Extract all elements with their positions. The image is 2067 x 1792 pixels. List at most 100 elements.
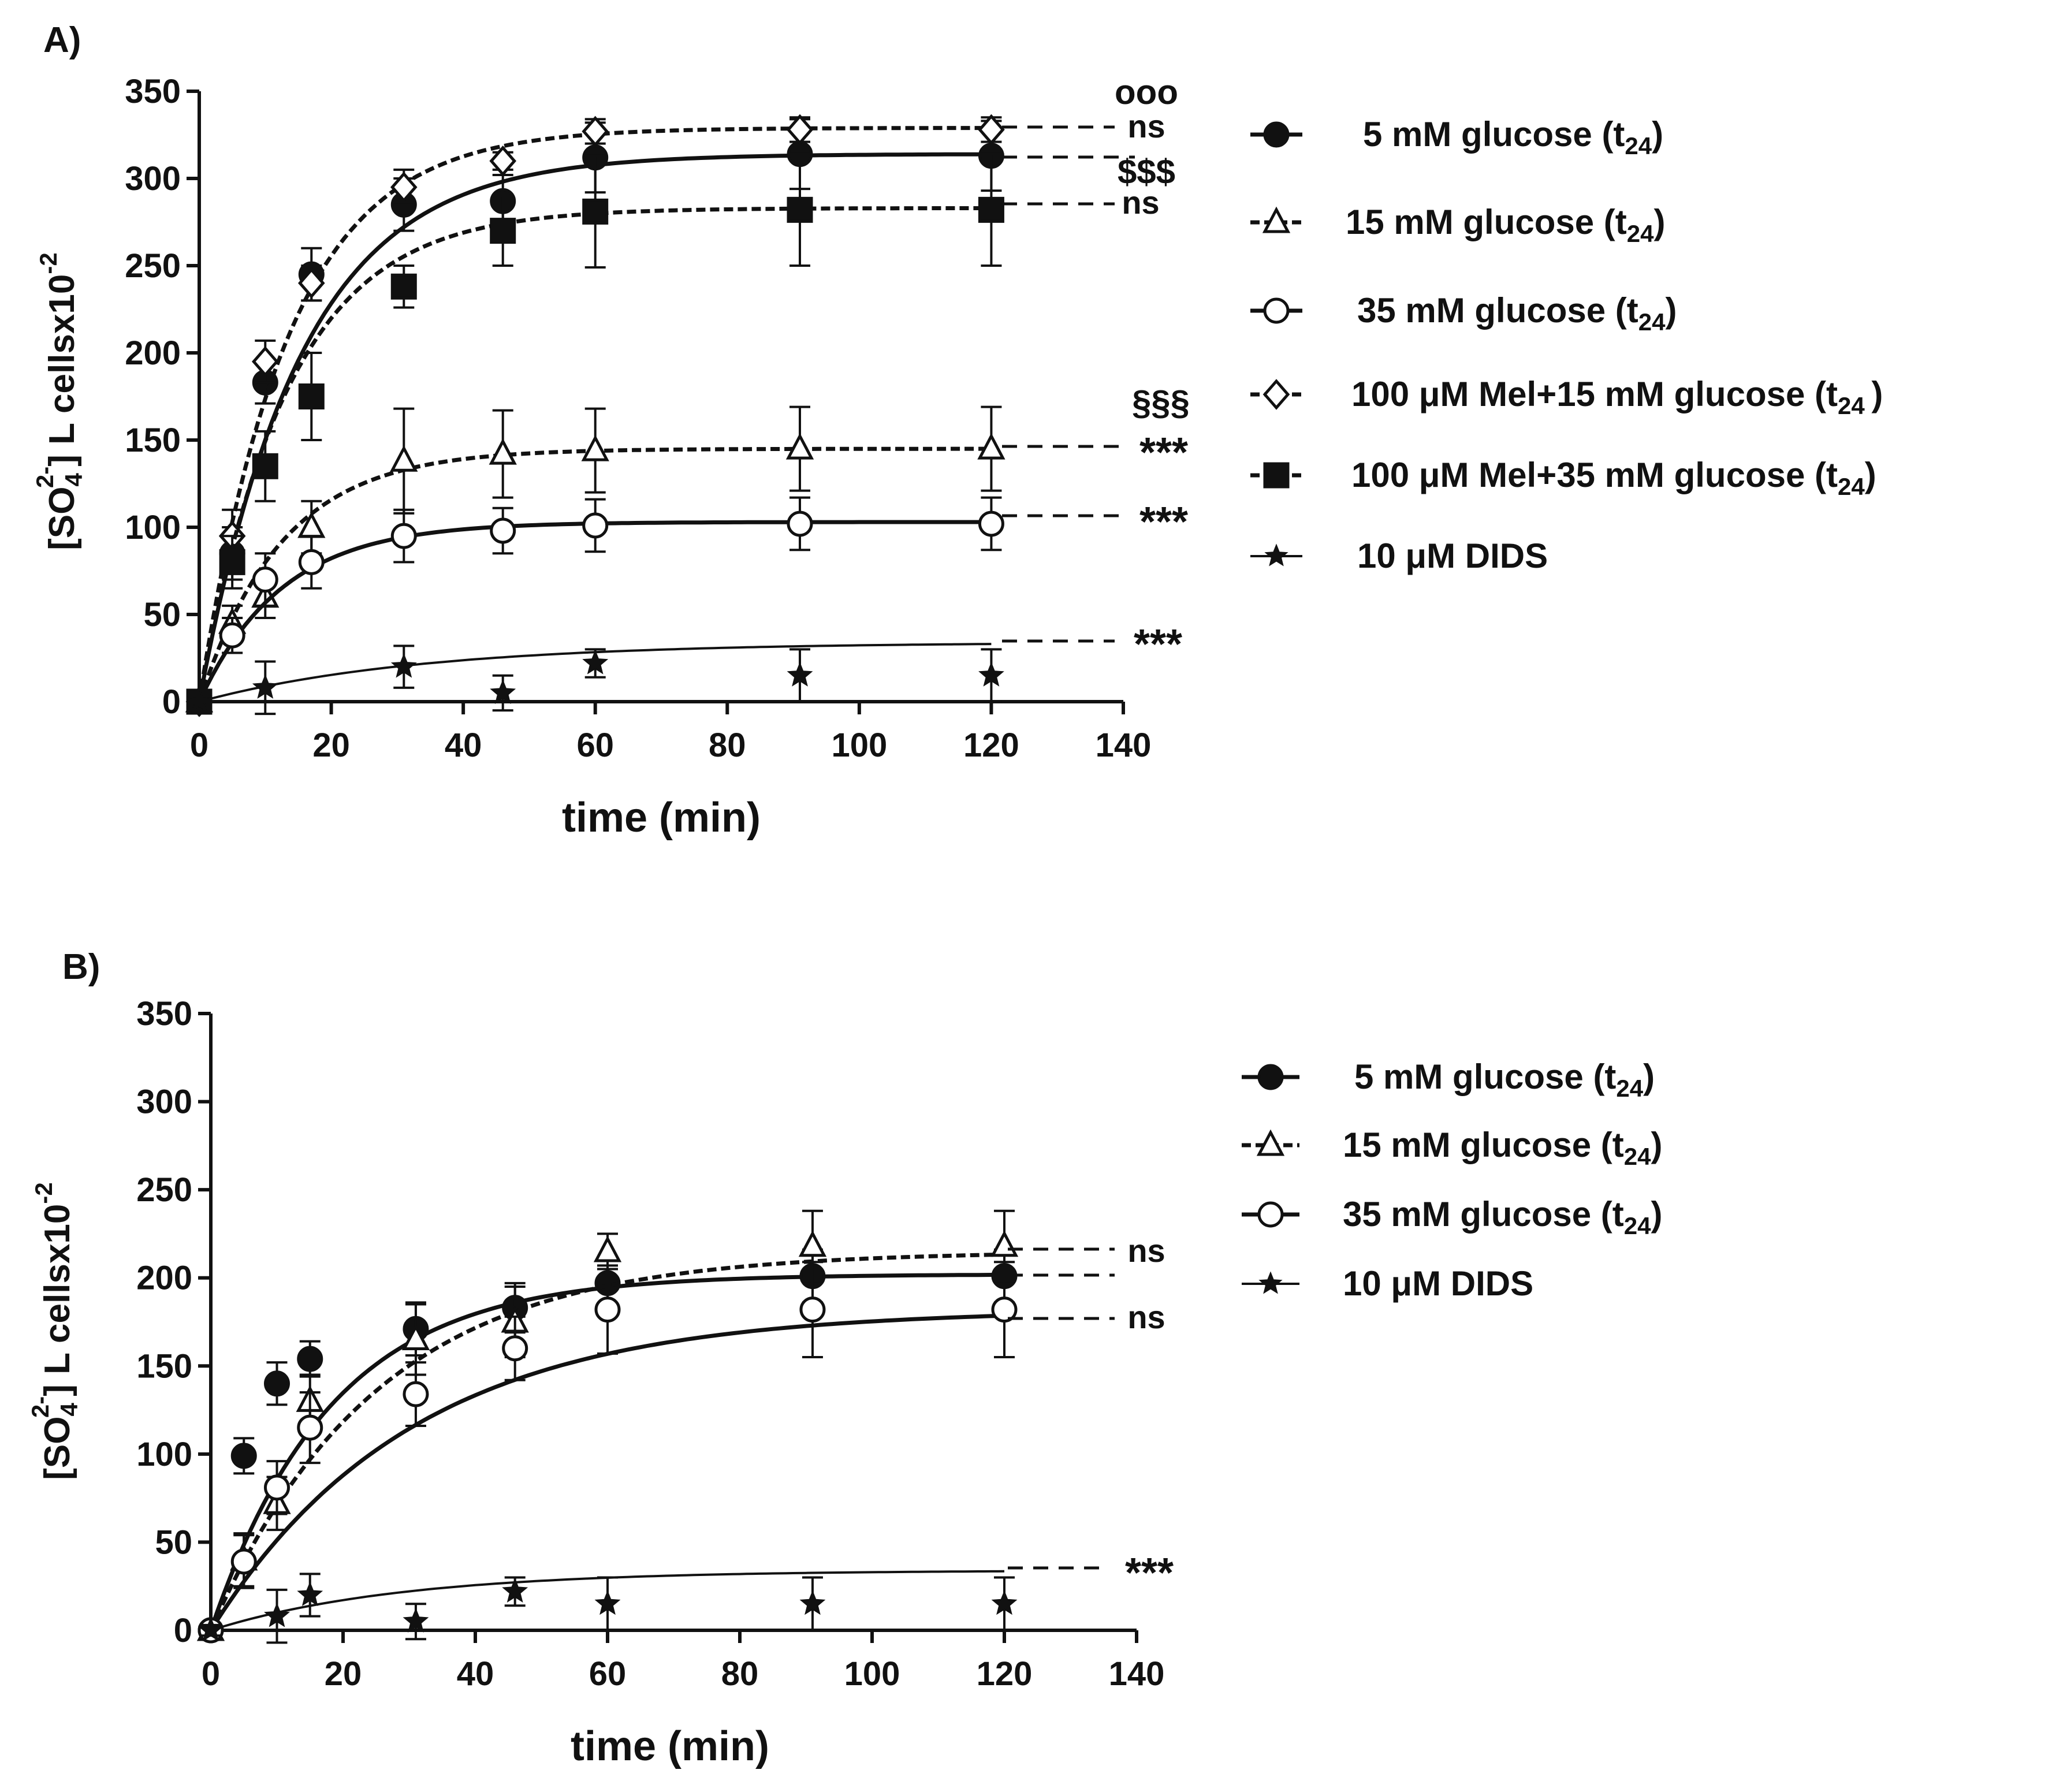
panel-b: B) [SO42-] L cellsx10-2 0 50 100 150 200… [27,947,1662,1769]
legend-symbol-filled-circle [1242,1064,1299,1090]
data-point-open-circle [390,523,417,549]
data-point-filled-square [298,383,325,409]
data-point-open-diamond [297,267,325,299]
data-point-filled-square [978,196,1004,223]
x-tick-label-0: 0 [190,727,208,764]
legend-symbol-open-triangle [1242,1129,1299,1156]
legend-label: 10 μM DIDS [1343,1264,1533,1303]
y-tick-label-100: 100 [136,1436,192,1473]
data-point-open-circle [991,1297,1018,1323]
data-point-open-triangle [489,438,517,465]
annotation-section: §§§ [1132,383,1190,422]
legend-marker [1262,379,1290,410]
legend-item: 35 mM glucose (t24) [1250,291,1677,336]
legend-item: 5 mM glucose (t24) [1242,1057,1655,1102]
x-tick-label-60: 60 [589,1655,627,1693]
legend-label: 5 mM glucose (t24) [1363,115,1663,159]
data-point-filled-square [787,196,813,223]
data-point-star [252,674,278,699]
legend-label: 35 mM glucose (t24) [1357,291,1677,336]
x-tick-label-80: 80 [721,1655,759,1693]
data-point-open-circle [490,517,516,544]
y-tick-label-50: 50 [143,596,181,634]
x-tick-label-60: 60 [576,727,614,764]
data-point-open-triangle [977,433,1005,460]
legend-marker [1256,1129,1285,1156]
data-point-star [390,653,417,678]
plot-area-a [185,114,1005,717]
annotation-ns-a1: ns [1127,108,1165,144]
data-point-filled-square [582,198,609,225]
data-point-open-diamond [251,346,279,377]
data-point-filled-square [252,453,278,479]
data-point-star [490,679,516,704]
legend-marker [1263,297,1290,324]
data-point-open-triangle [401,1324,430,1351]
legend-label: 15 mM glucose (t24) [1343,1126,1662,1170]
y-tick-label-150: 150 [136,1347,192,1385]
x-tick-label-140: 140 [1096,727,1152,764]
data-point-open-circle [502,1335,528,1362]
data-point-open-circle [787,511,813,537]
legend-item: 15 mM glucose (t24) [1250,203,1665,247]
data-point-open-circle [219,622,245,649]
x-tick-label-140: 140 [1109,1655,1165,1693]
data-point-star [582,650,609,675]
legend-marker [1262,206,1291,233]
legend-marker [1263,462,1290,489]
y-tick-label-250: 250 [136,1171,192,1209]
series-2 [198,1261,1018,1644]
data-point-star [799,1590,826,1615]
panel-a: A) [SO42-] L cellsx10-2 0 50 100 150 200… [31,20,1883,841]
data-point-open-circle [978,511,1004,537]
data-point-open-circle [582,512,609,539]
data-point-open-circle [298,549,325,575]
y-tick-label-350: 350 [125,73,181,110]
legend-symbol-open-triangle [1250,206,1302,233]
y-tick-label-300: 300 [136,1083,192,1121]
data-point-star [594,1590,621,1615]
legend-item: 100 μM Mel+35 mM glucose (t24) [1250,456,1876,500]
legend-marker [1263,121,1290,148]
legend-a: 5 mM glucose (t24) 15 mM glucose (t24) 3… [1250,115,1883,575]
legend-item: 5 mM glucose (t24) [1250,115,1663,159]
legend-item: 10 μM DIDS [1242,1264,1533,1303]
annotation-dollars: $$$ [1118,152,1175,191]
data-point-open-circle [594,1297,621,1323]
fit-curve [197,206,992,702]
annotation-ns-a2: ns [1122,184,1159,221]
x-tick-label-20: 20 [312,727,350,764]
data-point-open-circle [264,1474,290,1501]
data-point-open-diamond [978,114,1005,146]
y-tick-label-200: 200 [125,334,181,372]
x-axis-title-a: time (min) [562,795,761,841]
data-point-filled-circle [264,1370,290,1397]
annotation-stars-a1: *** [1139,430,1188,476]
y-tick-label-300: 300 [125,160,181,198]
y-axis-title-b: [SO42-] L cellsx10-2 [27,1182,83,1480]
legend-symbol-open-circle [1242,1201,1299,1228]
data-point-open-circle [799,1297,826,1323]
data-point-open-circle [297,1414,323,1441]
legend-label: 5 mM glucose (t24) [1354,1057,1655,1102]
legend-item: 10 μM DIDS [1250,537,1548,575]
x-tick-label-0: 0 [202,1655,220,1693]
legend-symbol-star [1250,543,1302,567]
legend-marker [1264,543,1288,567]
data-point-open-triangle [798,1230,827,1257]
data-point-open-diamond [489,145,517,177]
annotation-ooo: ooo [1115,73,1178,111]
y-axis-title-a: [SO42-] L cellsx10-2 [31,252,87,550]
legend-item: 100 μM Mel+15 mM glucose (t24 ) [1250,375,1883,419]
x-tick-label-20: 20 [325,1655,362,1693]
y-tick-label-250: 250 [125,247,181,285]
annotation-stars-a2: *** [1139,499,1188,545]
data-point-filled-square [490,218,516,244]
y-tick-label-150: 150 [125,422,181,459]
data-point-open-triangle [390,445,418,472]
data-point-star [264,1603,290,1627]
x-tick-label-120: 120 [963,727,1019,764]
legend-marker [1257,1201,1284,1228]
data-point-star [991,1590,1018,1615]
data-point-filled-circle [230,1443,257,1469]
